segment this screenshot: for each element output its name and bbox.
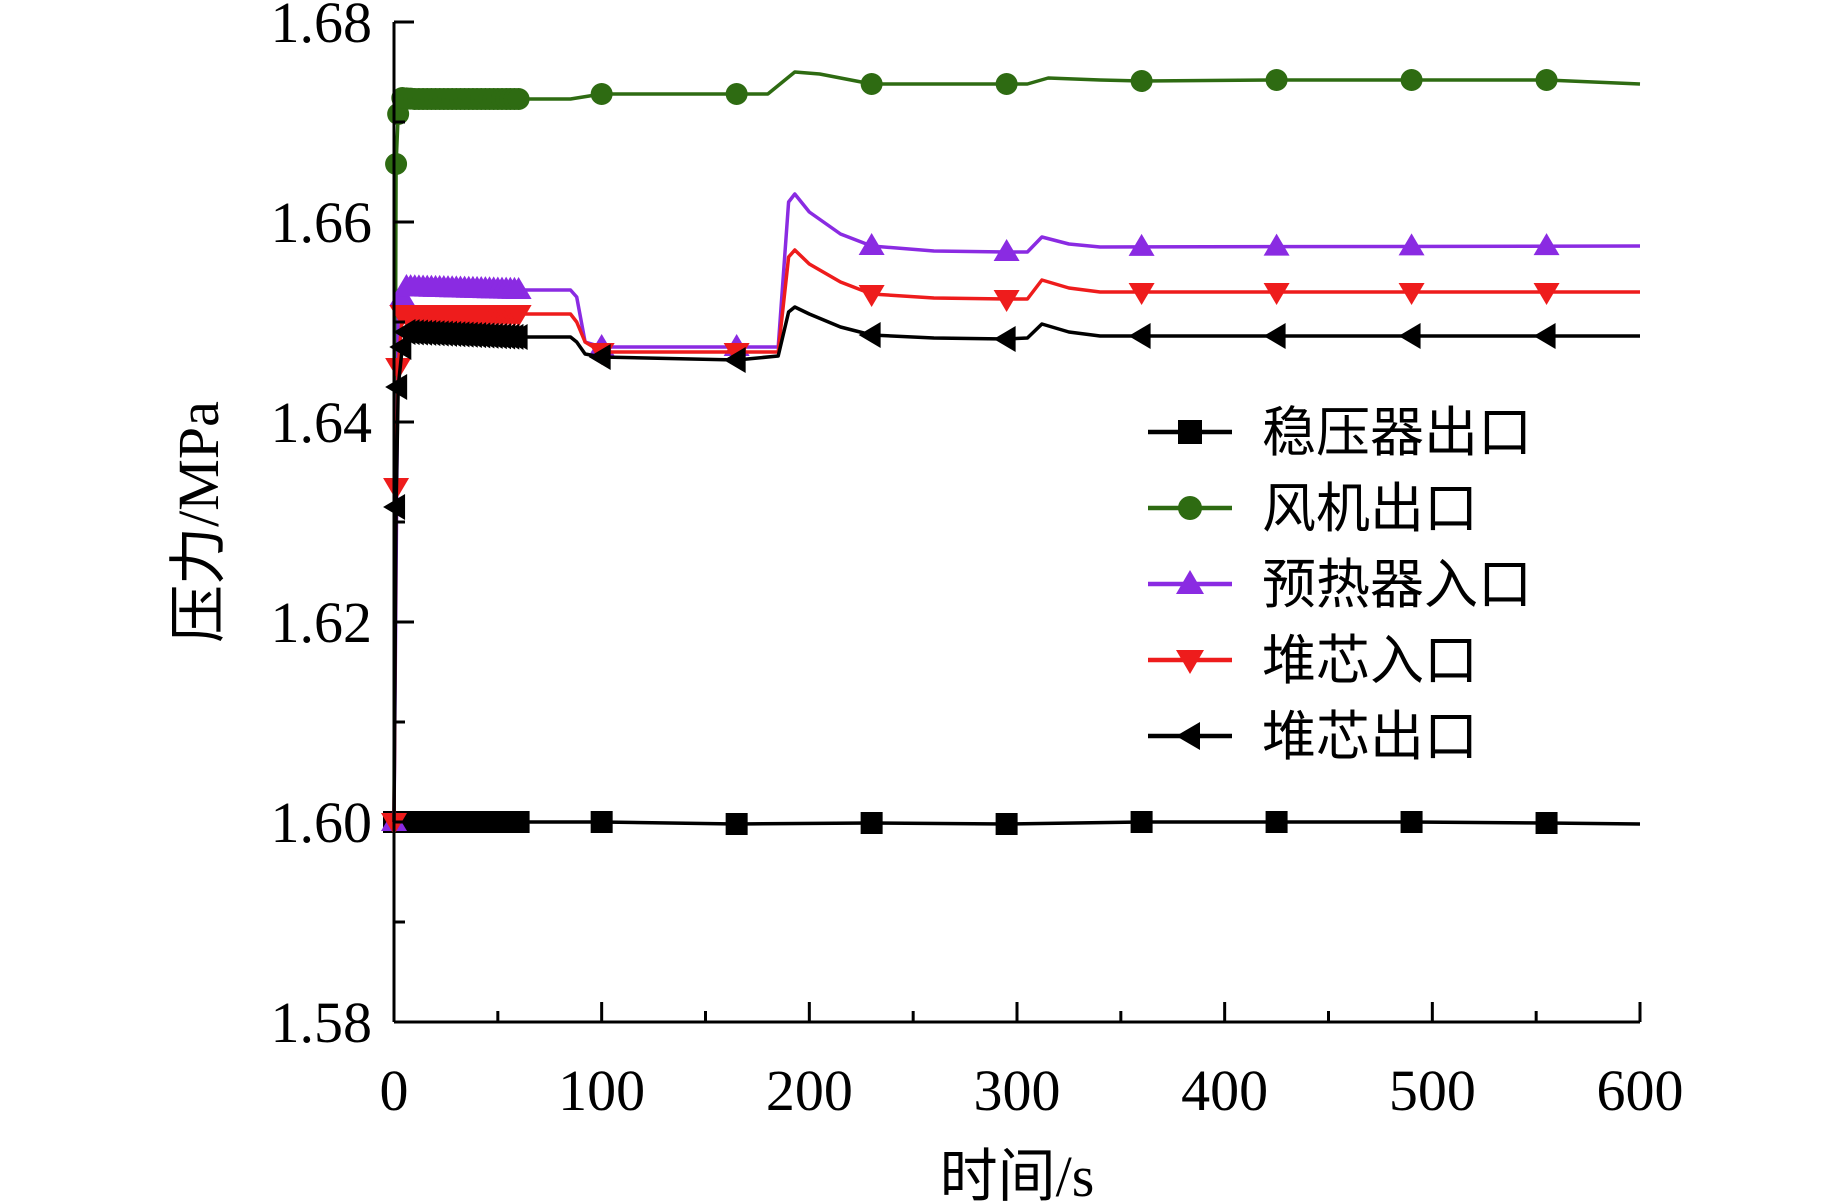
y-tick-label: 1.64 [271, 390, 373, 455]
data-point-marker [995, 813, 1018, 835]
data-point-marker [385, 358, 412, 380]
data-point-marker [1263, 233, 1290, 256]
data-point-marker [1398, 283, 1425, 305]
data-point-marker [588, 344, 611, 370]
legend-label: 预热器入口 [1262, 553, 1532, 616]
data-point-marker [858, 233, 885, 255]
data-point-marker [1535, 812, 1558, 834]
data-point-marker [723, 347, 746, 373]
legend-item: 预热器入口 [1148, 553, 1532, 616]
data-point-marker [389, 334, 412, 360]
data-point-marker [1400, 69, 1423, 91]
data-point-marker [1265, 69, 1288, 91]
data-point-marker [590, 83, 613, 105]
data-point-marker [1263, 323, 1286, 349]
data-point-marker [1176, 650, 1204, 674]
data-point-marker [993, 239, 1020, 261]
y-axis-title: 压力/MPa [166, 401, 231, 643]
plot-area [381, 69, 1641, 835]
data-point-marker [1178, 496, 1202, 520]
series-group [383, 811, 1641, 835]
y-tick-label: 1.58 [271, 990, 373, 1055]
legend-item: 堆芯出口 [1148, 705, 1478, 768]
data-point-marker [1533, 283, 1560, 305]
x-tick-label: 100 [558, 1058, 645, 1123]
data-point-marker [725, 813, 748, 835]
x-tick-label: 200 [766, 1058, 853, 1123]
y-ticks: 1.58 1.60 1.62 1.64 1.66 1.68 [271, 0, 414, 1055]
x-tick-label: 300 [974, 1058, 1061, 1123]
x-tick-label: 400 [1181, 1058, 1268, 1123]
axes: 0 100 200 300 400 500 600 1.58 1.60 1.62 1.64 1.66… [271, 0, 1684, 1123]
data-point-marker [590, 811, 613, 833]
y-tick-label: 1.66 [271, 190, 373, 255]
data-point-marker [505, 277, 532, 299]
x-tick-label: 500 [1389, 1058, 1476, 1123]
data-point-marker [1130, 70, 1153, 92]
data-point-marker [1398, 323, 1421, 349]
data-point-marker [1128, 283, 1155, 305]
legend-label: 稳压器出口 [1262, 401, 1532, 464]
series-line [392, 192, 1641, 823]
data-point-marker [993, 326, 1016, 352]
y-tick-label: 1.60 [271, 790, 373, 855]
data-point-marker [505, 324, 528, 350]
data-point-marker [505, 305, 532, 327]
data-point-marker [858, 285, 885, 307]
legend-item: 风机出口 [1148, 477, 1478, 540]
data-point-marker [995, 73, 1018, 95]
x-tick-label: 600 [1597, 1058, 1684, 1123]
data-point-marker [1263, 283, 1290, 305]
data-point-marker [385, 153, 408, 175]
data-point-marker [1535, 69, 1558, 91]
legend-label: 堆芯出口 [1262, 705, 1478, 768]
data-point-marker [1533, 233, 1560, 256]
data-point-marker [1265, 811, 1288, 833]
legend-label: 风机出口 [1262, 477, 1478, 540]
data-point-marker [858, 322, 881, 348]
data-point-marker [1533, 323, 1556, 349]
data-point-marker [860, 73, 883, 95]
data-point-marker [507, 88, 530, 110]
data-point-marker [1130, 811, 1153, 833]
data-point-marker [1128, 323, 1151, 349]
series-group [385, 69, 1641, 823]
data-point-marker [1176, 722, 1200, 750]
legend-item: 稳压器出口 [1148, 401, 1532, 464]
legend-label: 堆芯入口 [1262, 629, 1478, 692]
data-point-marker [1128, 233, 1155, 256]
x-tick-label: 0 [380, 1058, 409, 1123]
x-axis-title: 时间/s [940, 1144, 1095, 1204]
data-point-marker [860, 812, 883, 834]
data-point-marker [385, 374, 408, 400]
y-tick-label: 1.68 [271, 0, 373, 55]
data-point-marker [1176, 570, 1204, 594]
data-point-marker [1178, 420, 1202, 444]
data-point-marker [1400, 811, 1423, 833]
legend-item: 堆芯入口 [1148, 629, 1478, 692]
data-point-marker [507, 811, 530, 833]
data-point-marker [1398, 233, 1425, 256]
series-group [381, 192, 1641, 831]
y-tick-label: 1.62 [271, 590, 373, 655]
data-point-marker [993, 290, 1020, 312]
data-point-marker [725, 83, 748, 105]
x-ticks: 0 100 200 300 400 500 600 [380, 1002, 1684, 1123]
